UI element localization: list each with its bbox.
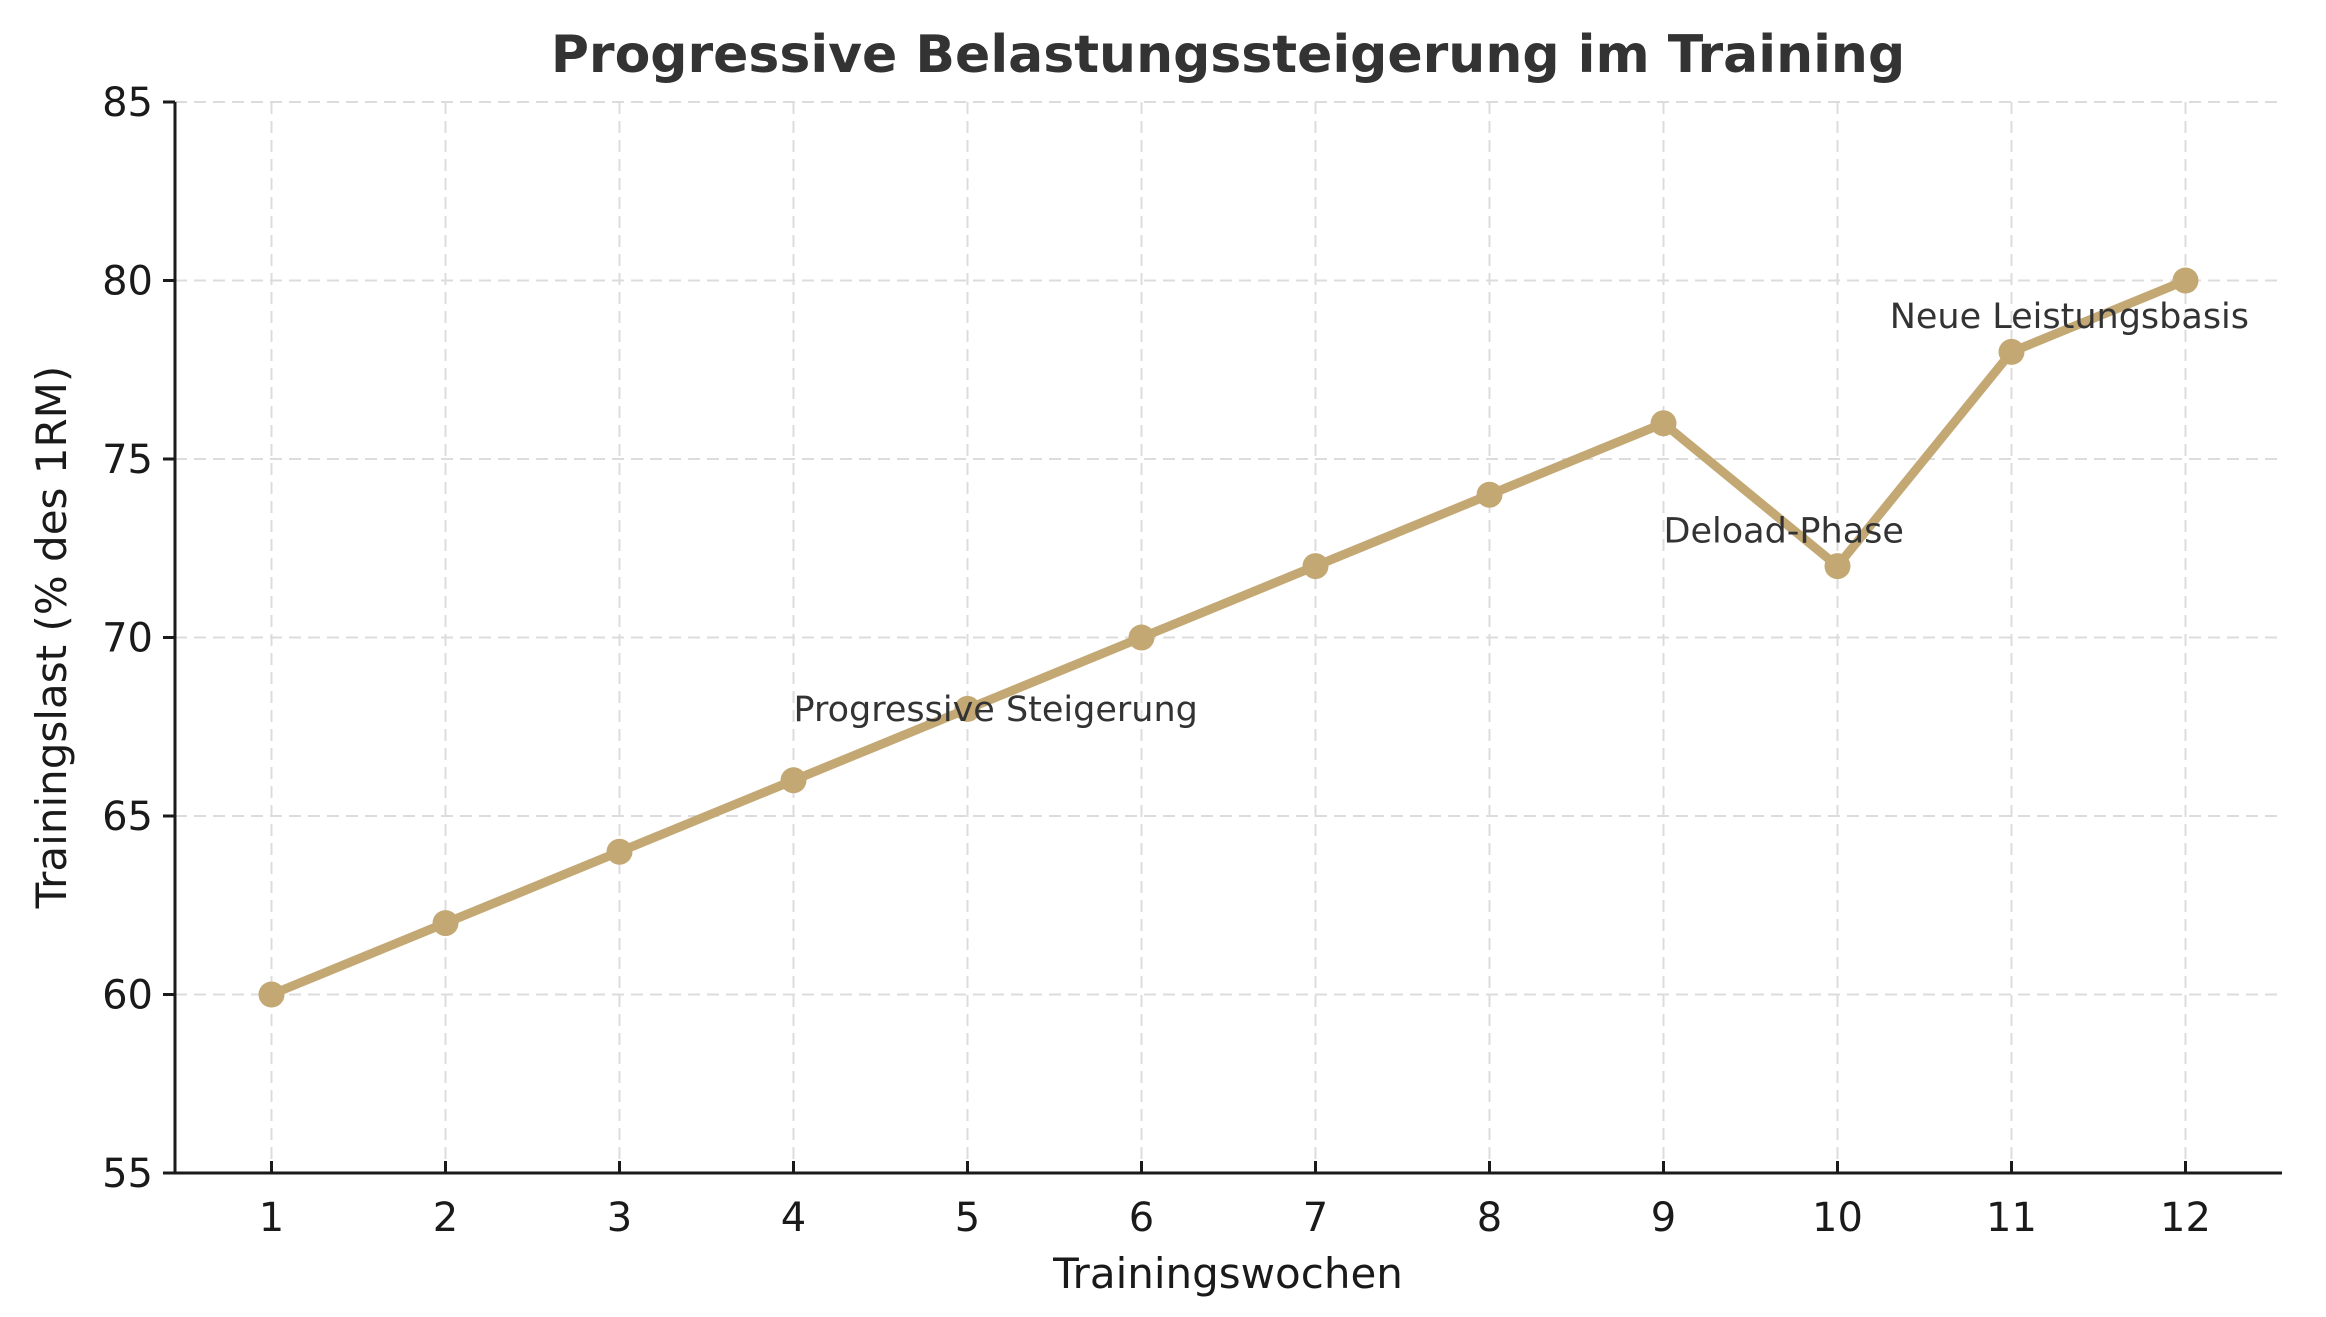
data-point-marker — [606, 838, 633, 865]
y-tick-label: 55 — [102, 1151, 153, 1197]
data-point-marker — [1824, 553, 1851, 580]
data-point-marker — [1998, 338, 2025, 365]
x-tick-label: 7 — [1303, 1195, 1328, 1241]
x-tick-label: 10 — [1812, 1195, 1863, 1241]
data-point-marker — [954, 695, 981, 722]
x-tick-label: 11 — [1986, 1195, 2037, 1241]
data-point-marker — [1650, 410, 1677, 437]
y-tick-label: 60 — [102, 973, 153, 1019]
y-tick-label: 75 — [102, 437, 153, 483]
x-tick-label: 5 — [955, 1195, 980, 1241]
data-point-marker — [780, 767, 807, 794]
x-tick-label: 1 — [259, 1195, 284, 1241]
x-tick-label: 6 — [1129, 1195, 1154, 1241]
y-tick-label: 65 — [102, 794, 153, 840]
x-tick-label: 9 — [1651, 1195, 1676, 1241]
series-trainingslast — [258, 267, 2199, 1008]
y-tick-label: 70 — [102, 616, 153, 662]
data-point-marker — [1476, 481, 1503, 508]
grid-lines — [175, 101, 2282, 1174]
annotation-label: Deload-Phase — [1664, 511, 1904, 551]
annotation-label: Neue Leistungsbasis — [1890, 297, 2249, 337]
data-point-marker — [432, 910, 459, 937]
annotation-label: Progressive Steigerung — [794, 690, 1198, 730]
series-line — [267, 276, 2190, 999]
x-tick-label: 12 — [2160, 1195, 2211, 1241]
annotations: Progressive Steigerung Deload-Phase Neue L… — [794, 297, 2250, 730]
x-tick-label: 8 — [1477, 1195, 1502, 1241]
chart-title: Progressive Belastungssteigerung im Trai… — [551, 25, 1905, 85]
y-tick-labels: 55 60 65 70 75 80 85 — [102, 80, 175, 1197]
y-tick-label: 85 — [102, 80, 153, 126]
data-point-marker — [258, 981, 285, 1008]
x-tick-label: 3 — [607, 1195, 632, 1241]
x-tick-labels: 1 2 3 4 5 6 7 8 9 10 11 12 — [259, 1161, 2211, 1241]
data-point-marker — [1128, 624, 1155, 651]
x-axis-label: Trainingswochen — [1052, 1249, 1403, 1298]
x-tick-label: 4 — [781, 1195, 806, 1241]
data-point-marker — [1302, 553, 1329, 580]
y-axis-label: Trainingslast (% des 1RM) — [27, 366, 76, 910]
x-tick-label: 2 — [433, 1195, 458, 1241]
data-point-marker — [2172, 267, 2199, 294]
y-tick-label: 80 — [102, 259, 153, 305]
